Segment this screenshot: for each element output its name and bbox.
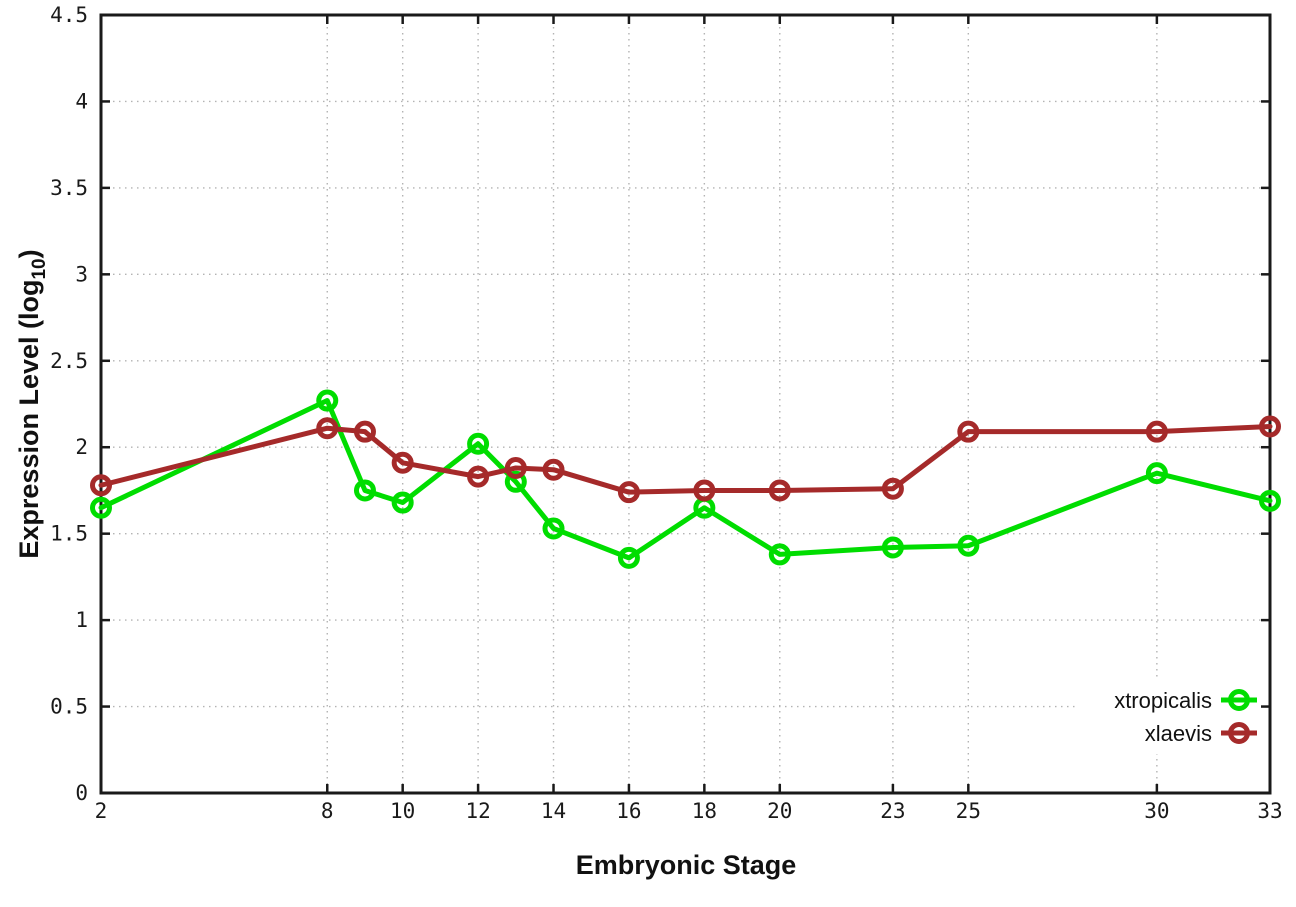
data-point-xlaevis <box>617 481 640 504</box>
x-tick-label: 18 <box>692 799 717 823</box>
y-tick-label: 0.5 <box>50 695 88 719</box>
legend-marker-icon-xlaevis <box>1228 722 1250 744</box>
legend-label-xlaevis: xlaevis <box>1145 721 1212 746</box>
x-tick-label: 16 <box>616 799 641 823</box>
legend-marker-icon-xtropicalis <box>1228 689 1250 711</box>
y-axis-title: Expression Level (log10) <box>14 249 50 558</box>
series-layer <box>90 389 1281 569</box>
y-tick-label: 3 <box>75 262 88 286</box>
x-tick-label: 14 <box>541 799 566 823</box>
y-tick-label: 2 <box>75 435 88 459</box>
data-point-xtropicalis <box>316 389 339 412</box>
data-point-xlaevis <box>693 479 716 502</box>
x-tick-label: 23 <box>880 799 905 823</box>
data-point-xlaevis <box>467 465 490 488</box>
data-point-xlaevis <box>90 474 112 497</box>
data-point-xlaevis <box>1145 420 1168 443</box>
data-point-xtropicalis <box>1259 489 1281 512</box>
data-point-xtropicalis <box>881 536 904 559</box>
data-point-xtropicalis <box>90 496 112 519</box>
x-tick-label: 33 <box>1257 799 1282 823</box>
x-tick-label: 8 <box>321 799 334 823</box>
y-tick-label: 2.5 <box>50 349 88 373</box>
y-tick-label: 1 <box>75 608 88 632</box>
data-point-xlaevis <box>316 417 339 440</box>
data-point-xlaevis <box>768 479 791 502</box>
x-axis-title: Embryonic Stage <box>576 850 797 880</box>
plot-border <box>99 13 1272 795</box>
data-point-xtropicalis <box>391 491 414 514</box>
data-point-xlaevis <box>542 458 565 481</box>
y-tick-label: 4 <box>75 89 88 113</box>
data-point-xtropicalis <box>957 534 980 557</box>
data-point-xlaevis <box>391 451 414 474</box>
y-axis-title-close: ) <box>14 249 44 258</box>
y-axis-title-subscript: 10 <box>29 258 50 279</box>
series-line-xlaevis <box>98 423 1273 495</box>
x-tick-label: 10 <box>390 799 415 823</box>
plot-frame-layer <box>99 13 1272 795</box>
data-point-xtropicalis <box>617 546 640 569</box>
data-point-xtropicalis <box>542 517 565 540</box>
y-tick-label: 4.5 <box>50 3 88 27</box>
y-tick-label: 1.5 <box>50 522 88 546</box>
grid-layer <box>101 15 1270 793</box>
legend-label-xtropicalis: xtropicalis <box>1114 688 1212 713</box>
data-point-xtropicalis <box>504 470 527 493</box>
x-tick-label: 20 <box>767 799 792 823</box>
y-axis-title-main: Expression Level (log <box>14 280 44 559</box>
x-tick-label: 25 <box>956 799 981 823</box>
data-point-xlaevis <box>1259 415 1281 438</box>
x-tick-label: 2 <box>95 799 108 823</box>
data-point-xtropicalis <box>768 543 791 566</box>
data-point-xlaevis <box>504 456 527 479</box>
data-point-xlaevis <box>353 420 376 443</box>
tick-label-layer: 2 8 10 12 14 16 18 20 23 25 30 33 0 0.5 1 1.5 2 2.5 3 3.5 4 4… <box>50 3 1283 823</box>
y-tick-label: 3.5 <box>50 176 88 200</box>
legend-layer: xtropicalis xlaevis <box>1114 688 1257 746</box>
data-point-xlaevis <box>957 420 980 443</box>
y-tick-label: 0 <box>75 781 88 805</box>
x-tick-label: 12 <box>465 799 490 823</box>
data-point-xtropicalis <box>353 479 376 502</box>
data-point-xlaevis <box>881 477 904 500</box>
x-tick-label: 30 <box>1144 799 1169 823</box>
data-point-xtropicalis <box>467 432 490 455</box>
data-point-xtropicalis <box>1145 462 1168 485</box>
